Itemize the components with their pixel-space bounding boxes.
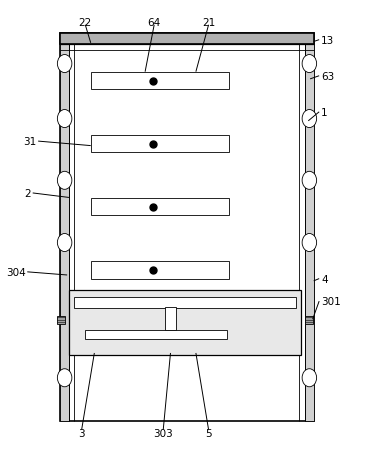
- Bar: [69, 290, 301, 355]
- Circle shape: [302, 172, 317, 190]
- Text: 21: 21: [202, 17, 215, 28]
- Text: 31: 31: [23, 137, 36, 147]
- Circle shape: [302, 369, 317, 387]
- Circle shape: [57, 56, 72, 73]
- Bar: [91, 73, 229, 90]
- Circle shape: [302, 234, 317, 252]
- Bar: [60, 45, 69, 420]
- Circle shape: [57, 172, 72, 190]
- Text: 5: 5: [205, 428, 212, 438]
- Text: 22: 22: [79, 17, 92, 28]
- Text: 13: 13: [321, 36, 334, 45]
- Circle shape: [302, 110, 317, 128]
- Bar: [91, 136, 229, 153]
- Circle shape: [57, 234, 72, 252]
- Text: 2: 2: [24, 189, 31, 198]
- Bar: [305, 316, 313, 324]
- Bar: [91, 199, 229, 216]
- Text: 4: 4: [321, 274, 327, 284]
- Text: 1: 1: [321, 107, 327, 118]
- Text: 63: 63: [321, 72, 334, 82]
- Text: 3: 3: [78, 428, 85, 438]
- Text: 64: 64: [148, 17, 161, 28]
- Bar: [91, 262, 229, 279]
- Bar: [165, 308, 176, 330]
- Bar: [74, 297, 296, 308]
- Text: 303: 303: [154, 428, 173, 438]
- Bar: [85, 330, 227, 340]
- Bar: [57, 316, 65, 324]
- Bar: [60, 34, 314, 420]
- Circle shape: [302, 56, 317, 73]
- Text: 301: 301: [321, 297, 341, 307]
- Circle shape: [57, 110, 72, 128]
- Bar: [305, 45, 314, 420]
- Circle shape: [57, 369, 72, 387]
- Text: 304: 304: [6, 267, 26, 277]
- Bar: [60, 34, 314, 45]
